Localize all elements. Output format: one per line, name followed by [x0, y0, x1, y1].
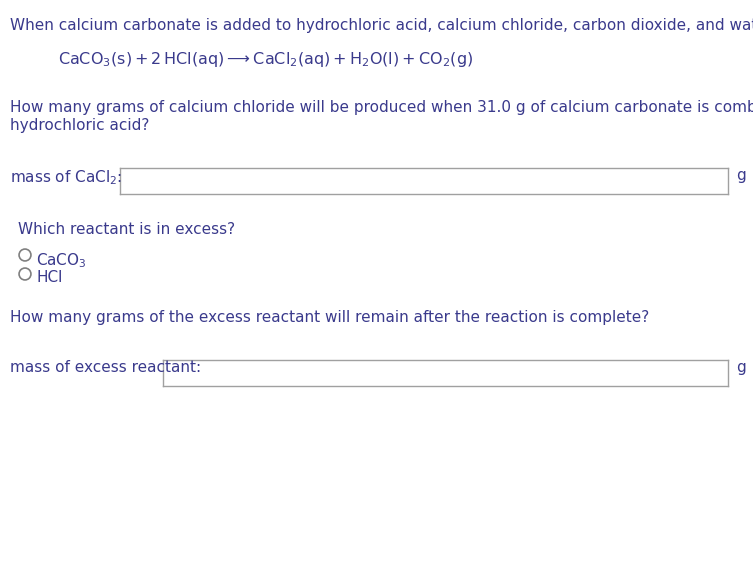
Text: Which reactant is in excess?: Which reactant is in excess?: [18, 222, 235, 237]
Text: When calcium carbonate is added to hydrochloric acid, calcium chloride, carbon d: When calcium carbonate is added to hydro…: [10, 18, 753, 33]
Text: How many grams of the excess reactant will remain after the reaction is complete: How many grams of the excess reactant wi…: [10, 310, 649, 325]
Text: g: g: [736, 168, 745, 183]
Text: g: g: [736, 360, 745, 375]
Text: $\mathrm{CaCO_3(s) + 2\,HCl(aq) \longrightarrow CaCl_2(aq) + H_2O(l) + CO_2(g)}$: $\mathrm{CaCO_3(s) + 2\,HCl(aq) \longrig…: [58, 50, 473, 69]
Text: hydrochloric acid?: hydrochloric acid?: [10, 118, 149, 133]
Text: mass of excess reactant:: mass of excess reactant:: [10, 360, 201, 375]
Text: HCl: HCl: [36, 270, 62, 285]
Text: mass of $\mathrm{CaCl_2}$:: mass of $\mathrm{CaCl_2}$:: [10, 168, 122, 186]
Text: How many grams of calcium chloride will be produced when 31.0 g of calcium carbo: How many grams of calcium chloride will …: [10, 100, 753, 115]
Text: $\mathrm{CaCO_3}$: $\mathrm{CaCO_3}$: [36, 251, 87, 270]
